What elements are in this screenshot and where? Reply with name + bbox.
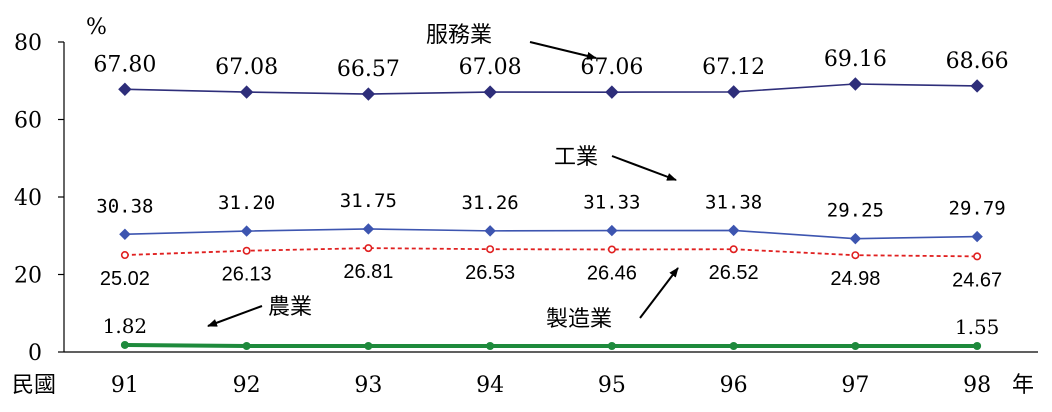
data-point-manufacturing [364,244,373,253]
data-point-agriculture [973,341,982,350]
data-point-manufacturing [242,246,251,255]
arrow-manufacturing [639,267,679,319]
data-label-services: 67.12 [702,55,765,80]
data-label-manufacturing: 25.02 [100,268,150,290]
data-point-agriculture [851,341,860,350]
data-label-services: 67.06 [580,55,643,80]
data-point-services [726,85,741,99]
data-label-services: 67.08 [215,55,278,80]
data-point-services [970,79,984,93]
x-tick-label: 93 [354,373,382,398]
data-label-manufacturing: 24.67 [952,269,1002,291]
y-tick-label: 80 [14,31,42,56]
arrow-industry [611,155,677,181]
data-point-services [239,85,254,99]
data-point-industry [727,224,740,237]
data-label-industry: 31.33 [583,192,640,214]
data-label-industry: 30.38 [96,195,153,217]
data-label-manufacturing: 26.81 [343,261,393,283]
series-name-industry: 工業 [554,145,598,170]
series-line-services [124,83,978,95]
data-point-services [118,82,132,96]
series-line-manufacturing [124,247,978,258]
y-tick-label: 40 [14,186,42,211]
data-point-agriculture [607,341,616,350]
data-point-services [361,87,376,101]
series-line-industry [124,228,978,240]
data-point-industry [849,232,862,245]
data-label-services: 69.16 [824,47,887,72]
data-point-manufacturing [973,252,982,261]
data-point-manufacturing [607,245,616,254]
data-label-agriculture: 1.82 [103,314,148,338]
data-point-industry [119,228,131,240]
data-point-industry [484,225,496,237]
x-tick-label: 92 [233,373,261,398]
data-point-industry [362,223,375,235]
data-point-agriculture [364,341,373,350]
x-tick-label: 96 [720,373,748,398]
data-point-manufacturing [120,251,129,260]
data-point-services [605,85,619,99]
data-point-agriculture [242,341,251,350]
series-name-services: 服務業 [426,23,492,48]
data-label-industry: 31.26 [462,192,519,214]
y-tick-label: 60 [14,109,42,134]
data-label-industry: 31.20 [218,192,275,214]
y-tick-label: 20 [14,264,42,289]
data-label-services: 66.57 [337,57,400,82]
data-label-services: 68.66 [946,49,1009,74]
x-tick-label: 97 [841,373,869,398]
data-label-industry: 31.38 [705,191,762,213]
data-point-services [848,77,863,91]
data-point-manufacturing [486,245,495,254]
data-label-manufacturing: 26.53 [465,262,515,284]
data-point-manufacturing [729,245,738,254]
series-name-manufacturing: 製造業 [546,307,612,332]
x-tick-label: 98 [963,373,991,398]
data-point-industry [971,230,983,243]
data-label-industry: 29.79 [949,198,1006,220]
data-point-agriculture [120,340,129,349]
series-name-agriculture: 農業 [268,295,312,320]
data-label-manufacturing: 26.46 [587,262,637,284]
x-tick-label: 91 [111,373,139,398]
x-prefix-label: 民國 [12,373,56,398]
unit-label: % [86,15,107,40]
data-label-manufacturing: 26.52 [709,262,759,284]
arrow-services [529,41,597,60]
data-label-agriculture: 1.55 [955,315,1000,339]
data-point-agriculture [486,341,495,350]
data-label-services: 67.08 [459,55,522,80]
data-label-industry: 29.25 [827,200,884,222]
data-label-manufacturing: 24.98 [830,268,880,290]
data-point-industry [606,224,618,237]
x-suffix-label: 年 [1012,373,1034,398]
data-label-manufacturing: 26.13 [222,264,272,286]
data-point-manufacturing [851,251,860,260]
data-point-agriculture [729,341,738,350]
series-line-agriculture [124,342,978,348]
x-tick-label: 94 [476,373,504,398]
arrow-agriculture [207,305,263,327]
data-label-services: 67.80 [93,52,156,77]
data-point-industry [240,225,253,237]
data-point-services [483,85,497,99]
data-label-industry: 31.75 [340,190,397,212]
x-tick-label: 95 [598,373,626,398]
y-tick-label: 0 [28,341,42,366]
